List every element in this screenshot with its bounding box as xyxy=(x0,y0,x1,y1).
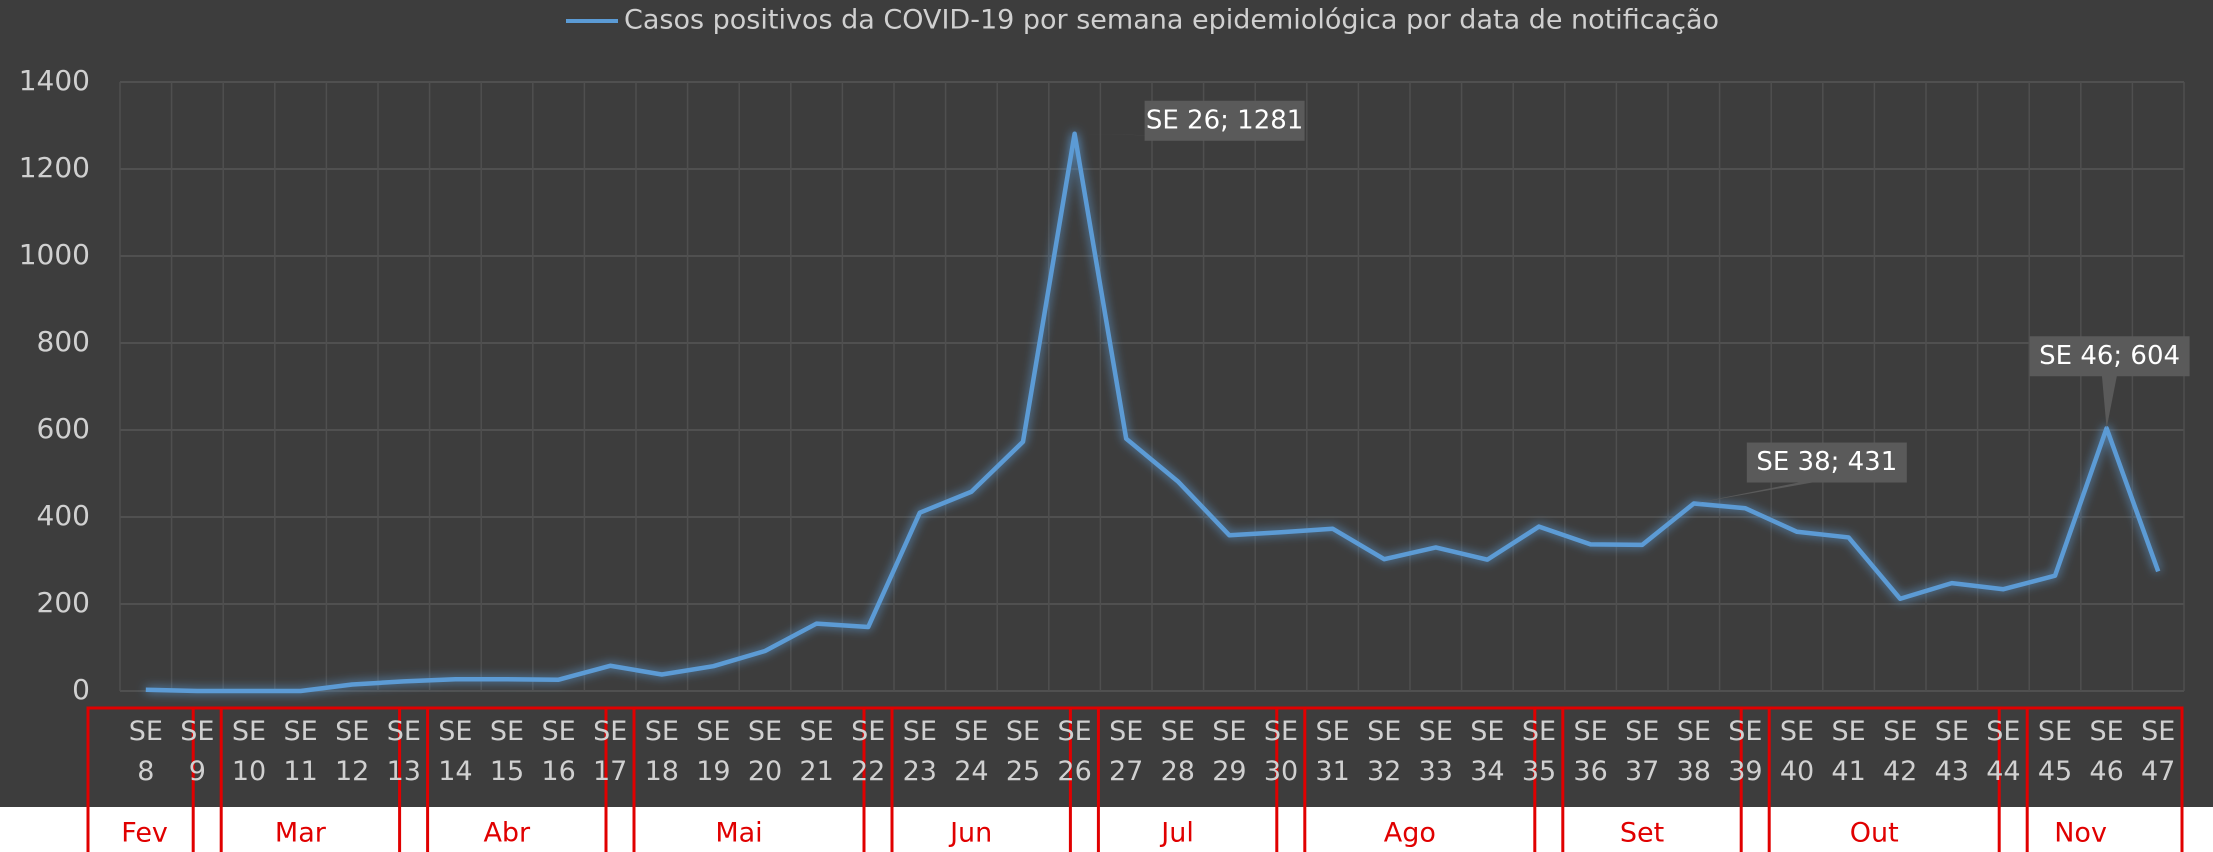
month-label: Fev xyxy=(121,818,168,849)
x-tick-label: SE 24 xyxy=(954,716,989,787)
line-series xyxy=(145,131,2161,694)
callout-box xyxy=(1144,100,1305,141)
x-tick-label: SE 11 xyxy=(283,716,318,787)
month-box xyxy=(398,706,636,852)
x-tick-label: SE 25 xyxy=(1005,716,1041,787)
x-tick-label: SE 13 xyxy=(386,716,421,787)
x-tick-label: SE 17 xyxy=(593,716,628,787)
month-label: Ago xyxy=(1384,818,1436,849)
x-tick-label: SE 31 xyxy=(1315,716,1350,787)
callout-pointer xyxy=(2101,372,2118,429)
x-tick-label: SE 42 xyxy=(1883,716,1918,787)
month-box xyxy=(1533,706,1771,852)
x-tick-label: SE 38 xyxy=(1676,716,1711,787)
x-tick-label: SE 30 xyxy=(1263,716,1299,787)
x-tick-label: SE 41 xyxy=(1831,716,1866,787)
y-tick-label: 400 xyxy=(37,499,90,532)
chart-background xyxy=(0,0,2213,807)
x-tick-label: SE 20 xyxy=(747,716,783,787)
x-tick-label: SE 46 xyxy=(2089,716,2124,787)
month-box xyxy=(1739,706,2029,852)
x-tick-label: SE 22 xyxy=(851,716,886,787)
month-label: Mar xyxy=(275,818,327,849)
month-box xyxy=(1068,706,1307,852)
x-tick-label: SE 33 xyxy=(1418,716,1453,787)
x-tick-label: SE 40 xyxy=(1779,716,1815,787)
x-tick-label: SE 43 xyxy=(1934,716,1969,787)
callout-pointer xyxy=(1693,478,1835,504)
month-box xyxy=(1997,706,2184,852)
x-tick-label: SE 26 xyxy=(1057,716,1092,787)
month-box xyxy=(604,706,894,852)
month-box xyxy=(86,706,223,852)
x-tick-label: SE 35 xyxy=(1521,716,1557,787)
x-tick-label: SE 10 xyxy=(231,716,267,787)
y-tick-label: 1400 xyxy=(19,64,90,97)
data-label: SE 46; 604 xyxy=(2039,341,2180,371)
month-label: Jul xyxy=(1159,818,1194,849)
month-label: Out xyxy=(1850,818,1899,849)
month-label: Nov xyxy=(2054,818,2107,849)
x-tick-label: SE 29 xyxy=(1212,716,1247,787)
y-tick-label: 1200 xyxy=(19,151,90,184)
data-label: SE 26; 1281 xyxy=(1146,105,1303,135)
x-tick-label: SE 18 xyxy=(644,716,679,787)
y-tick-label: 1000 xyxy=(19,238,90,271)
y-tick-label: 200 xyxy=(37,586,90,619)
x-tick-label: SE 45 xyxy=(2037,716,2073,787)
month-box xyxy=(1275,706,1565,852)
x-tick-label: SE 37 xyxy=(1625,716,1660,787)
x-tick-label: SE 28 xyxy=(1160,716,1195,787)
x-tick-label: SE 39 xyxy=(1728,716,1763,787)
x-tick-label: SE 27 xyxy=(1109,716,1144,787)
x-tick-label: SE 47 xyxy=(2141,716,2176,787)
x-tick-label: SE 8 xyxy=(128,716,163,787)
month-label: Mai xyxy=(715,818,762,849)
x-tick-label: SE 19 xyxy=(696,716,731,787)
x-tick-label: SE 15 xyxy=(489,716,525,787)
month-label: Set xyxy=(1620,818,1664,849)
y-tick-label: 800 xyxy=(37,325,90,358)
legend-label: Casos positivos da COVID-19 por semana e… xyxy=(624,5,1719,36)
x-tick-label: SE 34 xyxy=(1470,716,1505,787)
data-label: SE 38; 431 xyxy=(1756,447,1897,477)
x-tick-label: SE 44 xyxy=(1986,716,2021,787)
month-box xyxy=(191,706,430,852)
y-tick-label: 0 xyxy=(72,673,90,706)
x-tick-label: SE 16 xyxy=(541,716,576,787)
month-label: Abr xyxy=(483,818,531,849)
x-tick-label: SE 21 xyxy=(799,716,834,787)
x-tick-label: SE 23 xyxy=(902,716,937,787)
y-tick-label: 600 xyxy=(37,412,90,445)
month-box xyxy=(862,706,1100,852)
x-tick-label: SE 14 xyxy=(438,716,473,787)
callout-box xyxy=(2029,336,2190,377)
month-label: Jun xyxy=(948,818,992,849)
x-tick-label: SE 32 xyxy=(1367,716,1402,787)
callout-box xyxy=(1746,442,1907,483)
x-tick-label: SE 12 xyxy=(335,716,370,787)
x-tick-label: SE 9 xyxy=(180,716,215,787)
x-tick-label: SE 36 xyxy=(1573,716,1608,787)
